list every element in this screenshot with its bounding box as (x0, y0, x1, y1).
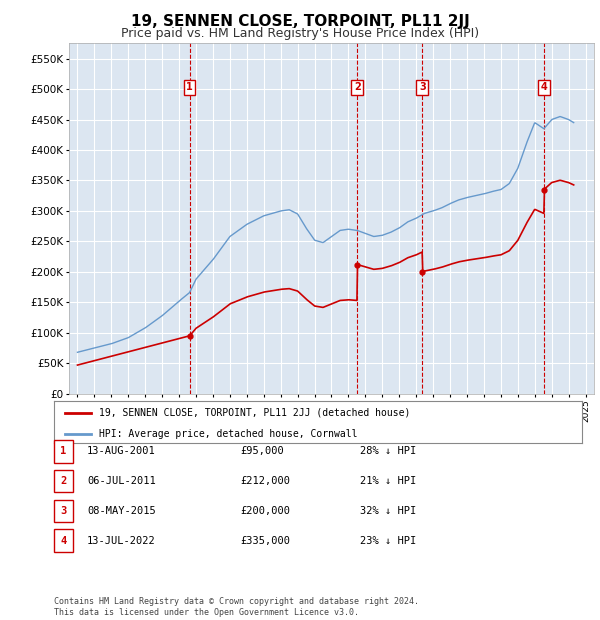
Text: 13-JUL-2022: 13-JUL-2022 (87, 536, 156, 546)
Text: 32% ↓ HPI: 32% ↓ HPI (360, 506, 416, 516)
Text: £212,000: £212,000 (240, 476, 290, 486)
Text: 3: 3 (419, 82, 425, 92)
Text: 23% ↓ HPI: 23% ↓ HPI (360, 536, 416, 546)
Text: 4: 4 (61, 536, 67, 546)
Text: Price paid vs. HM Land Registry's House Price Index (HPI): Price paid vs. HM Land Registry's House … (121, 27, 479, 40)
Text: £335,000: £335,000 (240, 536, 290, 546)
Text: £95,000: £95,000 (240, 446, 284, 456)
Text: HPI: Average price, detached house, Cornwall: HPI: Average price, detached house, Corn… (99, 429, 358, 439)
Text: 3: 3 (61, 506, 67, 516)
Text: 19, SENNEN CLOSE, TORPOINT, PL11 2JJ: 19, SENNEN CLOSE, TORPOINT, PL11 2JJ (131, 14, 469, 29)
Text: £200,000: £200,000 (240, 506, 290, 516)
Text: 4: 4 (541, 82, 547, 92)
Text: 13-AUG-2001: 13-AUG-2001 (87, 446, 156, 456)
Text: 1: 1 (61, 446, 67, 456)
Text: 19, SENNEN CLOSE, TORPOINT, PL11 2JJ (detached house): 19, SENNEN CLOSE, TORPOINT, PL11 2JJ (de… (99, 408, 410, 418)
Text: Contains HM Land Registry data © Crown copyright and database right 2024.
This d: Contains HM Land Registry data © Crown c… (54, 598, 419, 617)
Text: 2: 2 (61, 476, 67, 486)
Text: 21% ↓ HPI: 21% ↓ HPI (360, 476, 416, 486)
Text: 06-JUL-2011: 06-JUL-2011 (87, 476, 156, 486)
Text: 2: 2 (354, 82, 361, 92)
Text: 28% ↓ HPI: 28% ↓ HPI (360, 446, 416, 456)
Text: 1: 1 (186, 82, 193, 92)
Text: 08-MAY-2015: 08-MAY-2015 (87, 506, 156, 516)
